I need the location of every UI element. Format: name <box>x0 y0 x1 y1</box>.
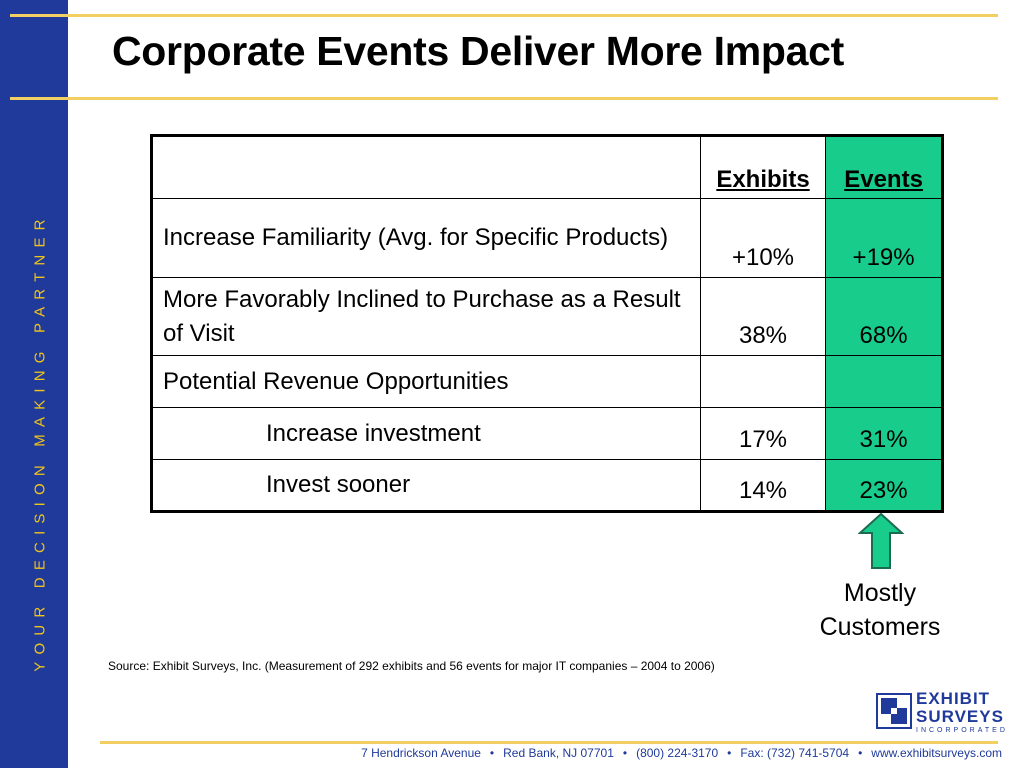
footer-contact: 7 Hendrickson Avenue • Red Bank, NJ 07701 •… <box>361 746 1002 760</box>
table-row: More Favorably Inclined to Purchase as a… <box>151 277 943 356</box>
table-row: Potential Revenue Opportunities <box>151 355 943 408</box>
logo-mark-icon <box>876 693 912 729</box>
exhibits-value: 17% <box>699 407 827 460</box>
exhibits-value: 38% <box>699 277 827 356</box>
table-row: Invest sooner 14% 23% <box>151 459 943 512</box>
footer-fax: Fax: (732) 741-5704 <box>740 746 850 760</box>
exhibit-surveys-logo: EXHIBIT SURVEYS INCORPORATED <box>876 690 1006 736</box>
logo-word-3: INCORPORATED <box>916 727 1008 734</box>
row-label: More Favorably Inclined to Purchase as a… <box>151 277 701 356</box>
up-arrow-icon <box>858 513 904 569</box>
exhibits-value: 14% <box>699 459 827 512</box>
footer-separator: • <box>489 746 495 760</box>
exhibits-value: +10% <box>699 198 827 278</box>
footer-phone: (800) 224-3170 <box>636 746 719 760</box>
events-value: 31% <box>825 407 943 460</box>
sidebar-band: YOUR DECISION MAKING PARTNER <box>0 0 68 768</box>
header-events: Events <box>825 135 943 199</box>
events-value: 23% <box>825 459 943 512</box>
header-exhibits: Exhibits <box>699 135 827 199</box>
header-blank-cell <box>151 135 701 199</box>
logo-word-2: SURVEYS <box>916 707 1004 726</box>
footer-rule <box>100 741 998 744</box>
page-title: Corporate Events Deliver More Impact <box>112 28 844 74</box>
footer-separator: • <box>727 746 732 760</box>
events-value: 68% <box>825 277 943 356</box>
row-label: Potential Revenue Opportunities <box>151 355 701 408</box>
source-note: Source: Exhibit Surveys, Inc. (Measureme… <box>108 659 715 673</box>
callout-line-1: Mostly <box>843 579 917 607</box>
events-value: +19% <box>825 198 943 278</box>
callout-line-2: Customers <box>819 613 941 641</box>
table-row: Increase Familiarity (Avg. for Specific … <box>151 198 943 278</box>
top-rule <box>10 14 998 17</box>
events-value <box>825 355 943 408</box>
callout-note: Mostly Customers <box>800 576 960 644</box>
row-label: Invest sooner <box>151 459 701 512</box>
logo-word-1: EXHIBIT <box>916 689 991 708</box>
title-rule <box>10 97 998 100</box>
table-header-row: Exhibits Events <box>151 135 943 199</box>
footer-separator: • <box>622 746 628 760</box>
row-label: Increase investment <box>151 407 701 460</box>
footer-city: Red Bank, NJ 07701 <box>503 746 614 760</box>
comparison-table: Exhibits Events Increase Familiarity (Av… <box>150 134 944 513</box>
sidebar-tagline: YOUR DECISION MAKING PARTNER <box>31 212 49 672</box>
footer-separator: • <box>858 746 863 760</box>
row-label: Increase Familiarity (Avg. for Specific … <box>151 198 701 278</box>
footer-address: 7 Hendrickson Avenue <box>361 746 481 760</box>
footer-website-link[interactable]: www.exhibitsurveys.com <box>871 746 1002 760</box>
exhibits-value <box>699 355 827 408</box>
table-row: Increase investment 17% 31% <box>151 407 943 460</box>
